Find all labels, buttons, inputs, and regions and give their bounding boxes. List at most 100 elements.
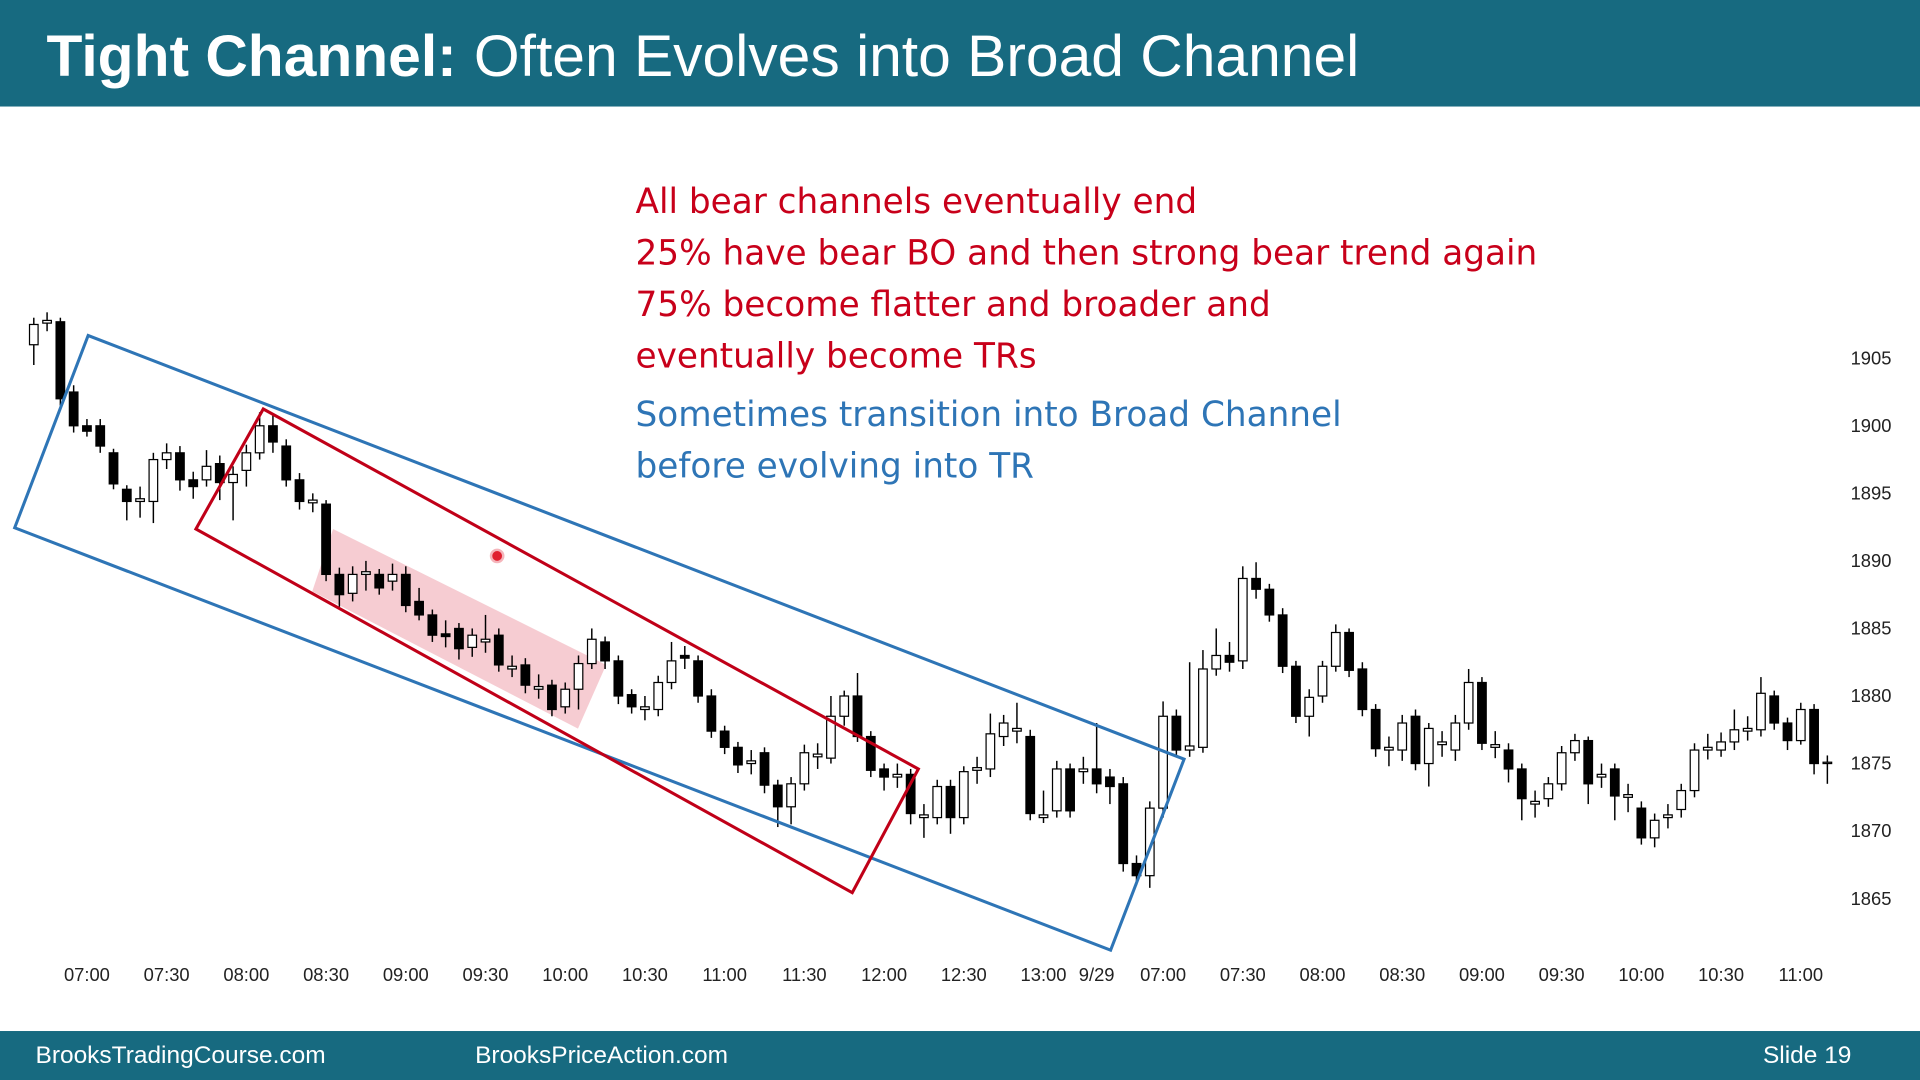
candle-body [1623, 794, 1633, 798]
candle-body [254, 425, 265, 454]
candle-body [1676, 789, 1687, 811]
candle-body [467, 634, 478, 648]
candle-body [1556, 752, 1567, 785]
candle-body [1570, 739, 1580, 754]
candle-body [493, 634, 504, 666]
candle-body [268, 425, 278, 443]
candle-body [879, 768, 889, 778]
annotations: All bear channels eventually end 25% have… [636, 182, 1538, 486]
candle-body [374, 573, 385, 589]
candle-body [839, 695, 850, 717]
y-tick-label: 1900 [1851, 415, 1892, 436]
x-tick-label: 07:30 [144, 964, 190, 985]
candle-body [507, 665, 517, 670]
candle-body [560, 688, 571, 708]
candle-body [1317, 665, 1328, 697]
candle-body [998, 722, 1009, 738]
x-tick-label: 9/29 [1079, 964, 1115, 985]
candle-body [1716, 741, 1726, 751]
candle-body [1756, 692, 1766, 731]
candle-body [1091, 768, 1102, 785]
candle-body [1809, 708, 1819, 765]
candle-body [945, 785, 956, 819]
annotation-red: All bear channels eventually end [636, 182, 1198, 222]
candle-body [241, 452, 252, 471]
candle-body [1463, 681, 1474, 724]
x-tick-label: 07:00 [64, 964, 110, 985]
annotation-red: eventually become TRs [636, 336, 1037, 376]
y-tick-label: 1880 [1851, 685, 1892, 706]
x-tick-label: 07:00 [1140, 964, 1186, 985]
candle-body [1264, 588, 1275, 616]
x-tick-label: 08:30 [1379, 964, 1425, 985]
x-tick-label: 10:00 [1618, 964, 1664, 985]
candle-body [1503, 749, 1514, 770]
candle-body [95, 425, 106, 447]
candle-body [188, 479, 199, 488]
candle-body [454, 627, 464, 650]
x-tick-label: 10:00 [542, 964, 588, 985]
candle-body [121, 488, 132, 503]
candle-body [82, 425, 92, 432]
candle-body [1357, 668, 1368, 711]
footer-bar [0, 1031, 1920, 1080]
x-tick-label: 11:30 [782, 964, 827, 985]
candle-body [1344, 631, 1354, 671]
y-tick-label: 1890 [1851, 550, 1892, 571]
annotation-blue: Sometimes transition into Broad Channel [636, 395, 1342, 435]
candle-body [1769, 695, 1780, 724]
candle-body [1410, 715, 1421, 765]
y-tick-label: 1905 [1851, 347, 1892, 368]
candle-body [719, 730, 730, 748]
candle-body [826, 715, 836, 759]
candle-body [1782, 722, 1793, 742]
candle-body [1184, 745, 1195, 751]
candle-body [68, 391, 79, 427]
candle-body [228, 473, 238, 484]
candle-body [520, 664, 531, 686]
candle-body [214, 463, 225, 484]
candle-body [1051, 768, 1062, 812]
candle-body [1729, 729, 1740, 743]
x-tick-label: 10:30 [622, 964, 668, 985]
candle-body [1822, 761, 1833, 765]
x-tick-label: 08:00 [1300, 964, 1346, 985]
candle-body [307, 499, 318, 504]
x-tick-label: 12:30 [941, 964, 987, 985]
candle-body [600, 641, 610, 662]
candle-body [706, 695, 717, 732]
candle-body [1636, 807, 1647, 839]
candle-body [1330, 631, 1341, 667]
annotation-red: 75% become flatter and broader and [636, 285, 1271, 325]
candle-body [1583, 739, 1594, 785]
x-tick-label: 12:00 [861, 964, 907, 985]
candle-body [1450, 722, 1461, 751]
candle-body [1742, 727, 1753, 732]
candle-body [1144, 807, 1155, 877]
candle-body [1370, 708, 1381, 750]
candle-body [387, 573, 398, 582]
title: Tight Channel: Often Evolves into Broad C… [47, 24, 1360, 89]
x-tick-label: 13:00 [1021, 964, 1067, 985]
candle-body [148, 458, 159, 503]
candle-body [786, 783, 796, 808]
x-tick-label: 09:00 [383, 964, 429, 985]
candle-body [693, 660, 703, 697]
candle-body [55, 321, 66, 400]
candle-body [958, 771, 969, 819]
candle-body [427, 614, 438, 636]
candle-body [414, 600, 424, 616]
candle-body [733, 746, 743, 766]
candle-body [1477, 681, 1487, 744]
candle-body [892, 773, 903, 778]
candle-body [1277, 614, 1288, 667]
title-rest: Often Evolves into Broad Channel [474, 24, 1359, 89]
candle-body [440, 633, 451, 638]
candle-body [1025, 735, 1036, 815]
candle-body [1649, 819, 1660, 839]
candle-body [1423, 727, 1434, 765]
candle-body [1795, 708, 1806, 742]
candle-body [626, 694, 637, 708]
candle-body [161, 452, 172, 461]
x-tick-label: 09:30 [463, 964, 509, 985]
